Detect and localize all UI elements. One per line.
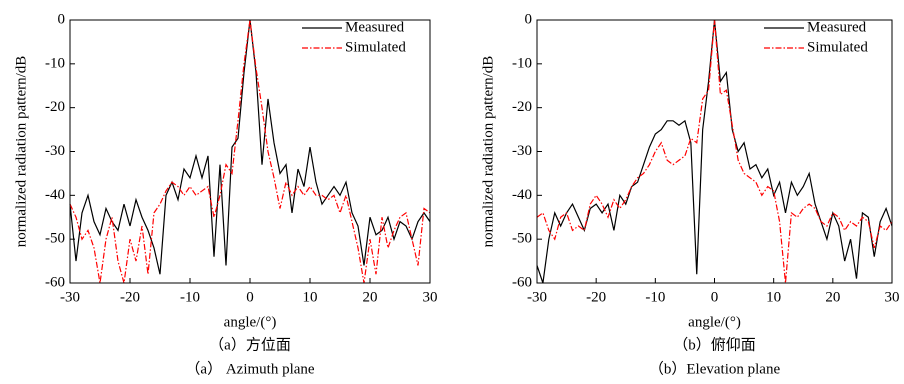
legend-label: Simulated xyxy=(345,39,406,55)
y-tick-label: -40 xyxy=(512,187,532,203)
x-tick-label: 10 xyxy=(766,289,781,305)
y-tick-label: -30 xyxy=(45,143,65,159)
x-tick-label: -30 xyxy=(60,289,80,305)
series-line xyxy=(536,19,893,284)
x-tick-label: 30 xyxy=(423,289,438,305)
x-axis-label: angle/(°) xyxy=(688,314,741,330)
subcaption: （a） Azimuth plane xyxy=(185,360,314,377)
x-tick-label: -20 xyxy=(586,289,606,305)
series-line xyxy=(69,19,431,284)
x-tick-label: -10 xyxy=(180,289,200,305)
legend-label: Measured xyxy=(345,19,405,35)
y-tick-label: -50 xyxy=(512,231,532,247)
x-tick-label: -10 xyxy=(645,289,665,305)
legend-label: Simulated xyxy=(807,39,868,55)
plot-frame xyxy=(536,19,893,284)
caption: （a）方位面 xyxy=(209,336,291,353)
y-axis-label: normalized radiation pattern/dB xyxy=(480,56,496,248)
y-tick-label: -20 xyxy=(45,99,65,115)
x-tick-label: 30 xyxy=(885,289,900,305)
y-tick-label: -60 xyxy=(45,274,65,290)
y-tick-label: -50 xyxy=(45,231,65,247)
x-tick-label: 0 xyxy=(711,289,719,305)
series-line xyxy=(536,19,893,284)
caption: （b）俯仰面 xyxy=(673,336,756,353)
legend-label: Measured xyxy=(807,19,867,35)
x-tick-label: 0 xyxy=(246,289,254,305)
y-tick-label: -30 xyxy=(512,143,532,159)
x-tick-label: -20 xyxy=(120,289,140,305)
x-tick-label: -30 xyxy=(527,289,547,305)
y-axis-label: normalized radiation pattern/dB xyxy=(13,56,29,248)
subcaption: （b）Elevation plane xyxy=(649,360,781,377)
y-tick-label: 0 xyxy=(58,11,66,27)
y-tick-label: -10 xyxy=(512,55,532,71)
x-tick-label: 10 xyxy=(303,289,318,305)
x-tick-label: 20 xyxy=(825,289,840,305)
y-tick-label: -10 xyxy=(45,55,65,71)
series-line xyxy=(69,19,431,275)
y-tick-label: -20 xyxy=(512,99,532,115)
x-axis-label: angle/(°) xyxy=(224,314,277,330)
y-tick-label: 0 xyxy=(525,11,533,27)
plot-frame xyxy=(69,19,431,284)
y-tick-label: -60 xyxy=(512,274,532,290)
x-tick-label: 20 xyxy=(363,289,378,305)
y-tick-label: -40 xyxy=(45,187,65,203)
